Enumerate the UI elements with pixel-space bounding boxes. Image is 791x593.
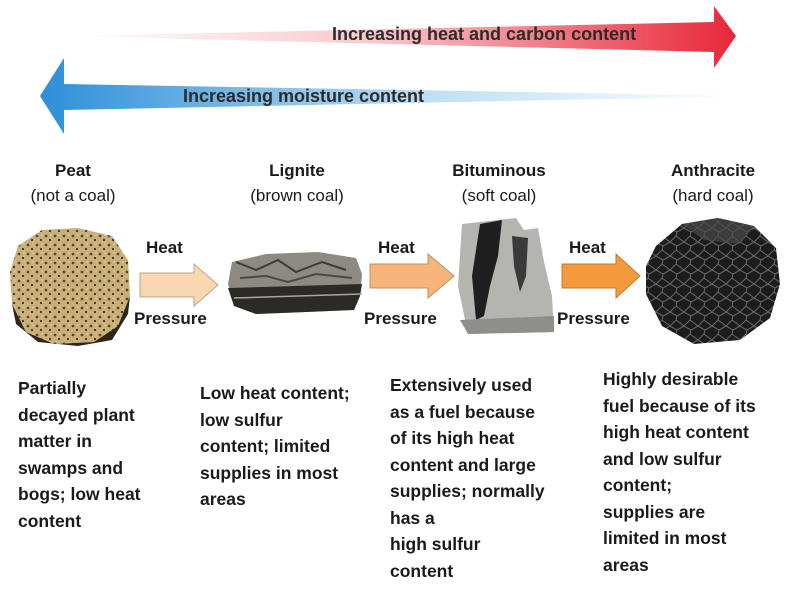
bituminous-description: Extensively used as a fuel because of it…	[390, 375, 545, 581]
bituminous-image	[458, 218, 554, 334]
stage-title-anthracite: Anthracite (hard coal)	[670, 161, 756, 205]
stage-title-bituminous: Bituminous (soft coal)	[452, 161, 546, 205]
moisture-arrow	[40, 58, 752, 134]
pressure-label-1: Pressure	[134, 309, 207, 328]
heat-carbon-label: Increasing heat and carbon content	[332, 24, 637, 44]
peat-description: Partially decayed plant matter in swamps…	[18, 378, 141, 531]
anthracite-image	[646, 218, 780, 344]
peat-image	[10, 228, 130, 346]
heat-label-3: Heat	[569, 238, 606, 257]
heat-pressure-arrow-3	[561, 252, 641, 300]
gradient-arrows	[40, 6, 752, 134]
moisture-label: Increasing moisture content	[183, 86, 425, 106]
heat-pressure-arrow-2	[369, 252, 455, 300]
heat-pressure-arrow-1	[139, 262, 219, 308]
lignite-description: Low heat content; low sulfur content; li…	[200, 383, 350, 509]
pressure-label-3: Pressure	[557, 309, 630, 328]
heat-label-2: Heat	[378, 238, 415, 257]
lignite-image	[228, 252, 363, 314]
anthracite-description: Highly desirable fuel because of its hig…	[603, 369, 756, 575]
pressure-label-2: Pressure	[364, 309, 437, 328]
heat-carbon-arrow	[70, 6, 736, 68]
stage-title-lignite: Lignite (brown coal)	[250, 161, 344, 205]
heat-label-1: Heat	[146, 238, 183, 257]
stage-title-peat: Peat (not a coal)	[30, 161, 116, 205]
